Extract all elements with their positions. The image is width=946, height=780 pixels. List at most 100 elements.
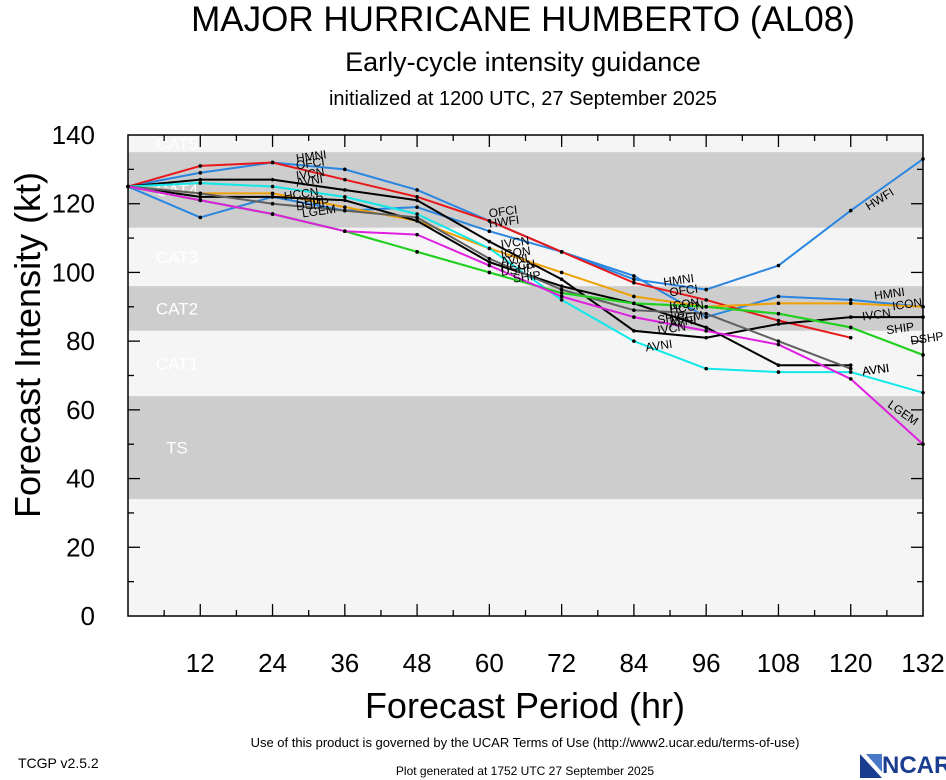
series-label-ship: SHIP (885, 319, 915, 337)
x-tick-label: 96 (692, 648, 721, 678)
terms-text: Use of this product is governed by the U… (250, 735, 800, 750)
data-point (921, 315, 925, 319)
data-point (270, 191, 275, 196)
data-point (343, 205, 347, 209)
data-point (704, 287, 708, 292)
data-point (632, 277, 636, 282)
y-tick-label: 60 (66, 395, 95, 425)
x-tick-label: 72 (547, 648, 576, 678)
series-label-icon: ICON (669, 295, 701, 313)
data-point (343, 229, 347, 233)
chart-subtitle: Early-cycle intensity guidance (345, 47, 701, 77)
data-point (487, 256, 492, 261)
data-point (487, 260, 492, 264)
data-point (270, 201, 275, 206)
series-label-icon: ICON (891, 295, 923, 313)
y-axis-title: Forecast Intensity (kt) (7, 172, 48, 518)
data-point (198, 195, 203, 199)
series-label-ivcn: IVCN (861, 306, 891, 324)
model-labels: HWFIHWFIHMNIHMNIHMNIOFCIOFCIOFCIIVCNIVCN… (283, 147, 944, 428)
data-point (487, 219, 492, 223)
data-point (704, 325, 708, 330)
data-point (198, 191, 203, 196)
model-series (126, 157, 925, 447)
data-point (776, 301, 781, 306)
series-label-ship: SHIP (512, 268, 542, 286)
series-label-dshp: DSHP (295, 195, 330, 214)
x-tick-label: 108 (757, 648, 800, 678)
data-point (632, 280, 636, 285)
series-label-hccn: HCCN (669, 298, 705, 317)
series-label-ivcn: IVCN (656, 319, 686, 337)
data-point (704, 335, 708, 340)
band-label-ts: TS (166, 439, 188, 458)
data-point (776, 370, 781, 374)
data-point (343, 208, 347, 213)
data-point (415, 215, 419, 220)
data-point (270, 184, 275, 189)
generated-text: Plot generated at 1752 UTC 27 September … (395, 764, 655, 778)
data-point (198, 198, 203, 203)
data-point (704, 304, 708, 309)
series-label-avni: AVNI (500, 251, 529, 269)
series-label-ofci: OFCI (295, 154, 325, 172)
data-point (559, 270, 564, 275)
band-label-cat1: CAT1 (156, 354, 198, 373)
band-label-cat3: CAT3 (156, 248, 198, 267)
series-label-dshp: DSHP (500, 260, 535, 279)
data-point (487, 263, 492, 268)
series-lgem (126, 184, 925, 447)
data-point (704, 298, 708, 302)
data-point (632, 339, 636, 343)
y-tick-label: 100 (52, 257, 95, 287)
data-point (559, 284, 564, 288)
series-line-lgem (127, 185, 924, 445)
data-point (848, 363, 853, 367)
data-point (270, 160, 275, 165)
data-point (415, 198, 419, 203)
series-label-hccn: HCCN (283, 185, 319, 204)
data-point (487, 229, 492, 233)
data-point (198, 181, 203, 185)
data-point (415, 219, 419, 223)
x-tick-label: 48 (403, 648, 432, 678)
series-label-avni: AVNI (295, 172, 324, 190)
data-point (776, 263, 781, 268)
data-point (415, 195, 419, 199)
series-label-avni: AVNI (861, 361, 890, 379)
data-point (343, 198, 347, 203)
data-point (632, 301, 636, 306)
series-label-ofci: OFCI (488, 203, 518, 221)
data-point (632, 315, 636, 319)
data-point (270, 212, 275, 216)
series-label-lgem: LGEM (301, 202, 337, 221)
data-point (198, 170, 203, 175)
data-point (776, 339, 781, 343)
data-point (848, 366, 853, 371)
series-label-icon: ICON (500, 244, 532, 262)
y-tick-label: 80 (66, 326, 95, 356)
series-label-ivcn: IVCN (295, 165, 325, 183)
data-point (848, 325, 853, 330)
data-point (270, 177, 275, 182)
series-line-hwfi (127, 158, 924, 291)
y-tick-label: 140 (52, 120, 95, 150)
data-point (343, 188, 347, 192)
data-point (704, 311, 708, 316)
data-point (415, 250, 419, 254)
band-label-cat2: CAT2 (156, 300, 198, 319)
x-tick-label: 132 (901, 648, 944, 678)
data-point (487, 270, 492, 275)
data-point (921, 304, 925, 309)
series-label-avni: AVNI (644, 337, 673, 355)
x-tick-label: 60 (475, 648, 504, 678)
data-point (848, 370, 853, 374)
ncar-logo-icon (860, 754, 882, 778)
x-tick-label: 24 (258, 648, 287, 678)
x-tick-label: 12 (186, 648, 215, 678)
data-point (921, 442, 925, 447)
x-axis-title: Forecast Period (hr) (365, 685, 685, 726)
data-point (415, 232, 419, 237)
data-point (415, 188, 419, 192)
data-point (776, 311, 781, 316)
